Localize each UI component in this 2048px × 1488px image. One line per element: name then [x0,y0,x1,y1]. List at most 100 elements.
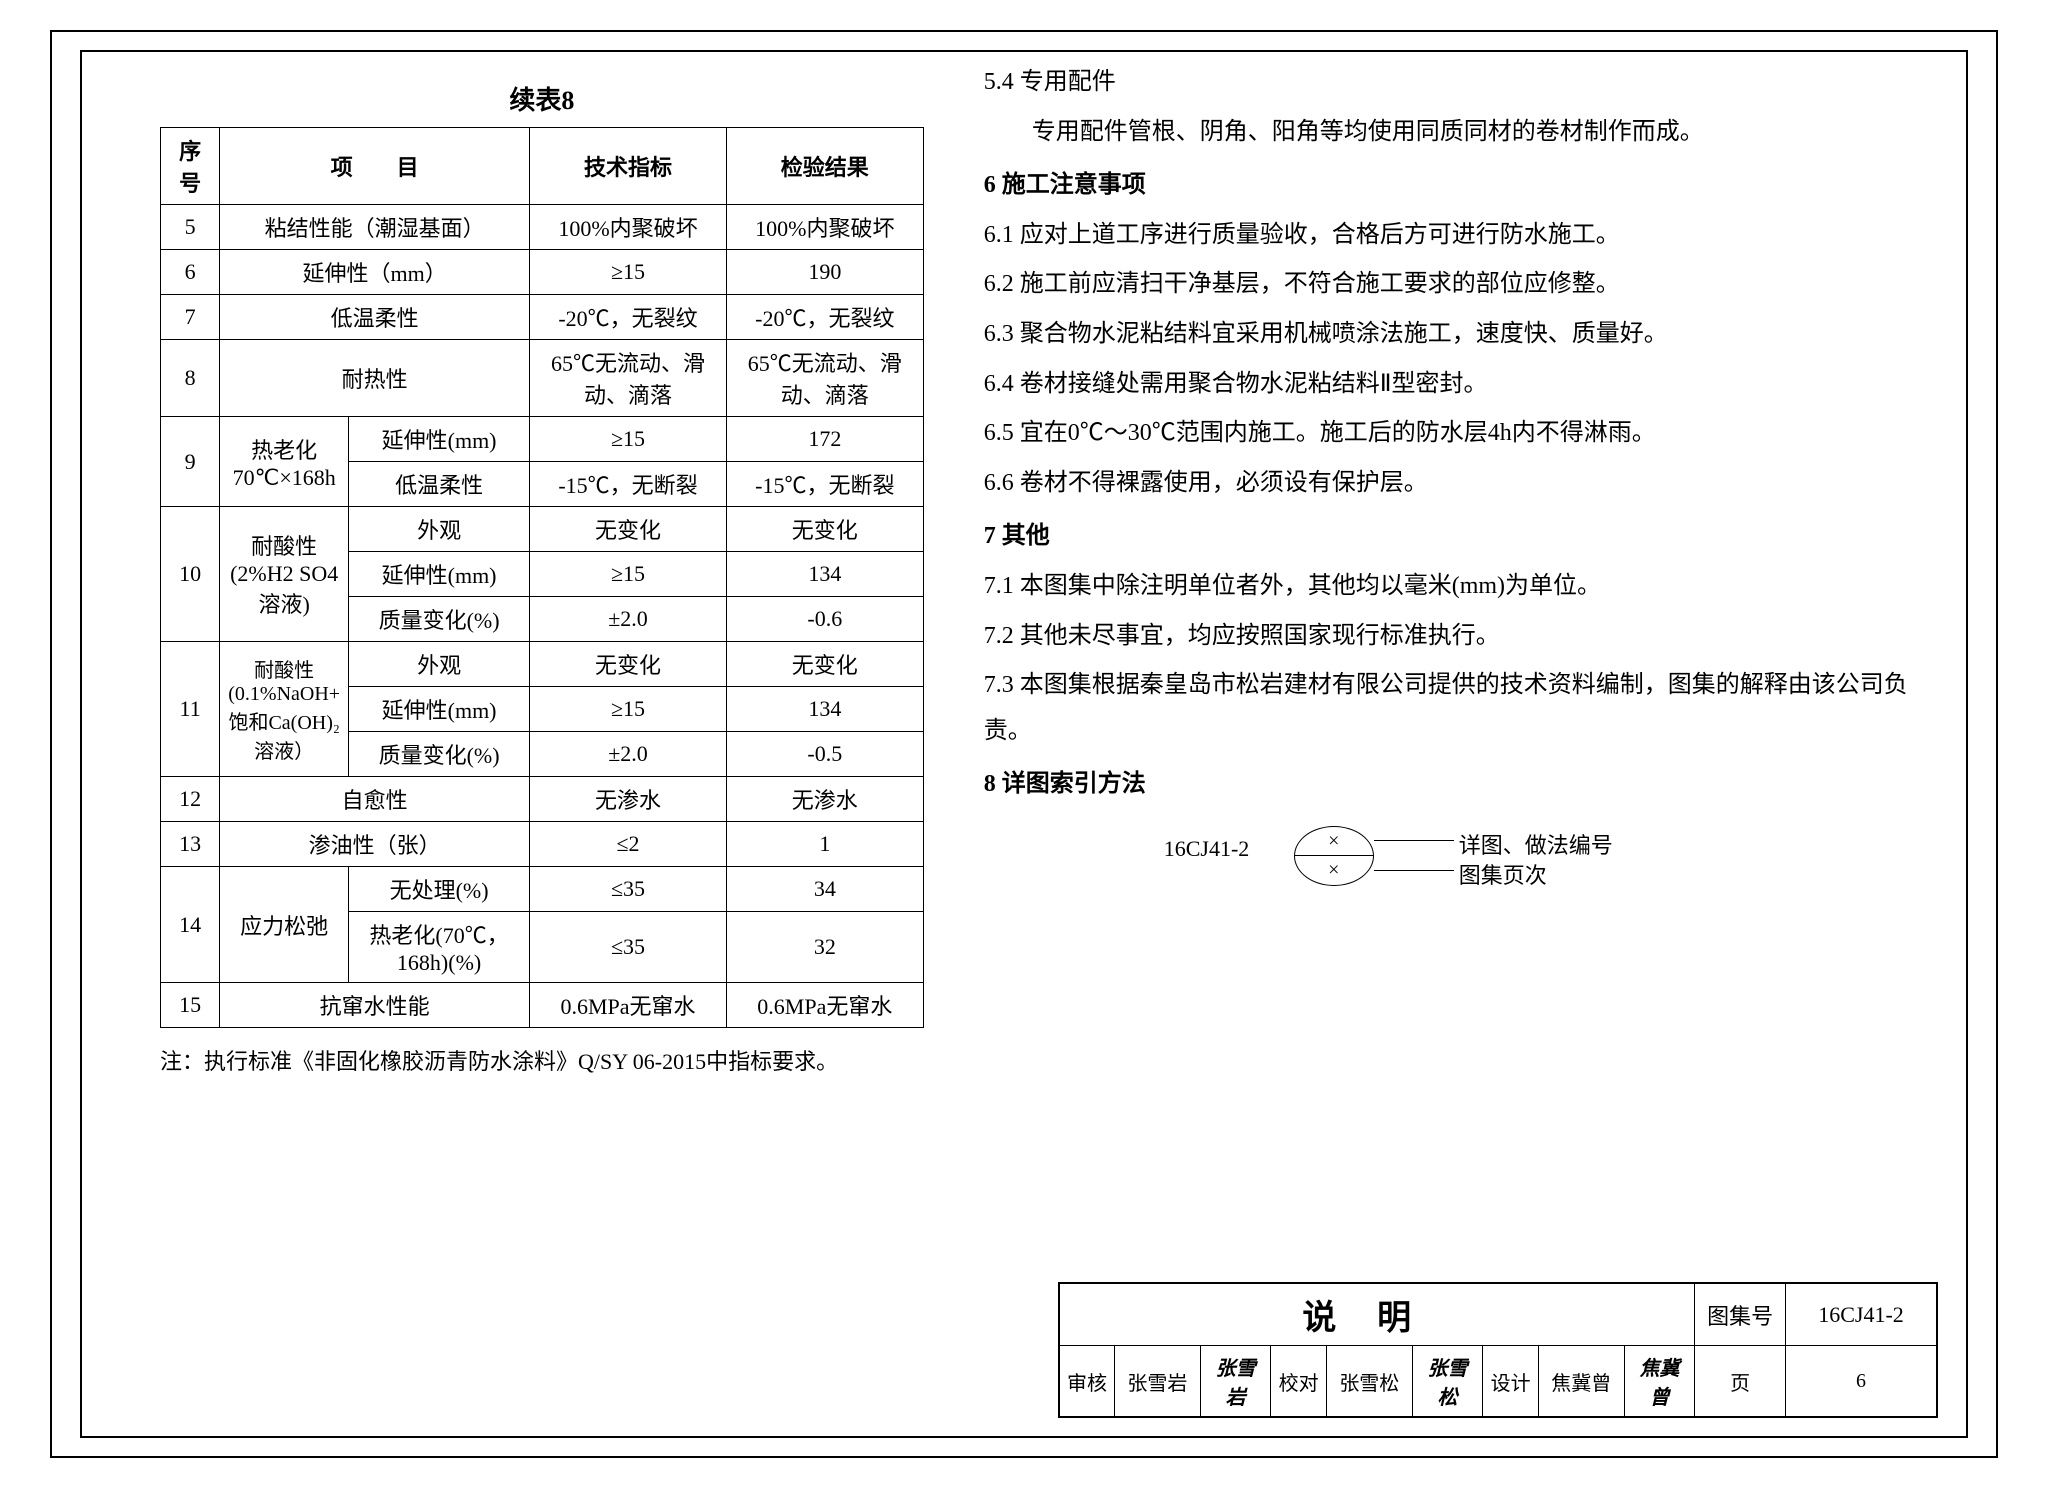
tb-review-name: 张雪岩 [1115,1346,1201,1418]
cell: 渗油性（张） [220,822,530,867]
table-row: 10 耐酸性 (2%H2 SO4 溶液) 外观 无变化 无变化 [161,507,924,552]
cell: 热老化 70℃×168h [220,417,349,507]
table-row: 8 耐热性 65℃无流动、滑动、滴落 65℃无流动、滑动、滴落 [161,340,924,417]
cell: 13 [161,822,220,867]
cell: 耐酸性 (2%H2 SO4 溶液) [220,507,349,642]
cell: 无处理(%) [349,867,530,912]
cell: -15℃，无断裂 [530,462,727,507]
tb-design-name: 焦冀曾 [1538,1346,1624,1418]
cell: 7 [161,295,220,340]
cell: 5 [161,205,220,250]
cell: 134 [726,687,923,732]
para: 6.2 施工前应清扫干净基层，不符合施工要求的部位应修整。 [984,262,1908,308]
table-row: 12 自愈性 无渗水 无渗水 [161,777,924,822]
table-row: 11 耐酸性 (0.1%NaOH+ 饱和Ca(OH)₂ 溶液） 外观 无变化 无… [161,642,924,687]
cell: 延伸性（mm） [220,250,530,295]
tb-page-no: 6 [1786,1346,1937,1418]
cell: 低温柔性 [220,295,530,340]
cell: 耐热性 [220,340,530,417]
cell: ≤35 [530,867,727,912]
tb-design-label: 设计 [1483,1346,1539,1418]
cell: 6 [161,250,220,295]
cell: 0.6MPa无窜水 [726,983,923,1028]
cell: 无变化 [726,507,923,552]
cell: ≤35 [530,912,727,983]
cell: 9 [161,417,220,507]
idx-bottom: × [1295,856,1373,885]
cell: ≥15 [530,417,727,462]
table-caption: 续表8 [160,80,924,117]
cell: 无渗水 [530,777,727,822]
cell: 抗窜水性能 [220,983,530,1028]
cell: 11 [161,642,220,777]
cell: 15 [161,983,220,1028]
para: 6.3 聚合物水泥粘结料宜采用机械喷涂法施工，速度快、质量好。 [984,312,1908,358]
th-result: 检验结果 [726,128,923,205]
table-footnote: 注：执行标准《非固化橡胶沥青防水涂料》Q/SY 06-2015中指标要求。 [160,1042,924,1082]
cell: ≥15 [530,687,727,732]
cell: -15℃，无断裂 [726,462,923,507]
cell: 190 [726,250,923,295]
tb-design-sig: 焦冀曾 [1624,1346,1695,1418]
cell: 质量变化(%) [349,597,530,642]
para: 6.5 宜在0℃～30℃范围内施工。施工后的防水层4h内不得淋雨。 [984,411,1908,457]
cell: 65℃无流动、滑动、滴落 [726,340,923,417]
cell: 100%内聚破坏 [726,205,923,250]
para: 6.6 卷材不得裸露使用，必须设有保护层。 [984,461,1908,507]
cell: 延伸性(mm) [349,417,530,462]
cell: 100%内聚破坏 [530,205,727,250]
th-item: 项 目 [220,128,530,205]
cell: 12 [161,777,220,822]
para: 6.1 应对上道工序进行质量验收，合格后方可进行防水施工。 [984,213,1908,259]
title-block: 说明 图集号 16CJ41-2 审核 张雪岩 张雪岩 校对 张雪松 张雪松 设计… [1058,1282,1938,1418]
cell: -0.6 [726,597,923,642]
tb-atlas-no: 16CJ41-2 [1786,1283,1937,1346]
cell: 热老化(70℃，168h)(%) [349,912,530,983]
cell: ≥15 [530,552,727,597]
heading: 6 施工注意事项 [984,163,1908,209]
cell: 0.6MPa无窜水 [530,983,727,1028]
spec-table: 序号 项 目 技术指标 检验结果 5 粘结性能（潮湿基面） 100%内聚破坏 1… [160,127,924,1028]
heading: 8 详图索引方法 [984,762,1908,808]
table-row: 13 渗油性（张） ≤2 1 [161,822,924,867]
cell: 172 [726,417,923,462]
cell: ≥15 [530,250,727,295]
tb-review-sig: 张雪岩 [1200,1346,1271,1418]
table-row: 7 低温柔性 -20℃，无裂纹 -20℃，无裂纹 [161,295,924,340]
cell: -0.5 [726,732,923,777]
left-column: 续表8 序号 项 目 技术指标 检验结果 5 粘结性能（潮湿基面） 100%内聚… [110,60,924,1418]
para: 7.3 本图集根据秦皇岛市松岩建材有限公司提供的技术资料编制，图集的解释由该公司… [984,663,1908,754]
th-no: 序号 [161,128,220,205]
para: 7.2 其他未尽事宜，均应按照国家现行标准执行。 [984,614,1908,660]
cell: 自愈性 [220,777,530,822]
cell: -20℃，无裂纹 [530,295,727,340]
table-row: 15 抗窜水性能 0.6MPa无窜水 0.6MPa无窜水 [161,983,924,1028]
cell: ≤2 [530,822,727,867]
cell: 延伸性(mm) [349,687,530,732]
cell: 质量变化(%) [349,732,530,777]
cell: 无变化 [726,642,923,687]
cell: 无渗水 [726,777,923,822]
leader-line-icon [1374,840,1454,841]
index-diagram: 16CJ41-2 × × 详图、做法编号 图集页次 [1164,826,1908,916]
idx-label-1: 详图、做法编号 [1459,828,1613,860]
cell: 34 [726,867,923,912]
cell: 外观 [349,642,530,687]
idx-code: 16CJ41-2 [1164,836,1250,862]
tb-review-label: 审核 [1059,1346,1115,1418]
cell: 粘结性能（潮湿基面） [220,205,530,250]
cell: 14 [161,867,220,983]
para: 专用配件管根、阴角、阳角等均使用同质同材的卷材制作而成。 [984,110,1908,156]
cell: 无变化 [530,642,727,687]
cell: 低温柔性 [349,462,530,507]
tb-check-sig: 张雪松 [1412,1346,1483,1418]
right-column: 5.4 专用配件 专用配件管根、阴角、阳角等均使用同质同材的卷材制作而成。 6 … [984,60,1938,1418]
cell: 32 [726,912,923,983]
table-row: 5 粘结性能（潮湿基面） 100%内聚破坏 100%内聚破坏 [161,205,924,250]
idx-label-2: 图集页次 [1459,858,1547,890]
leader-line-icon [1374,870,1454,871]
cell: ±2.0 [530,732,727,777]
table-row: 14 应力松弛 无处理(%) ≤35 34 [161,867,924,912]
tb-check-label: 校对 [1271,1346,1327,1418]
cell: 65℃无流动、滑动、滴落 [530,340,727,417]
